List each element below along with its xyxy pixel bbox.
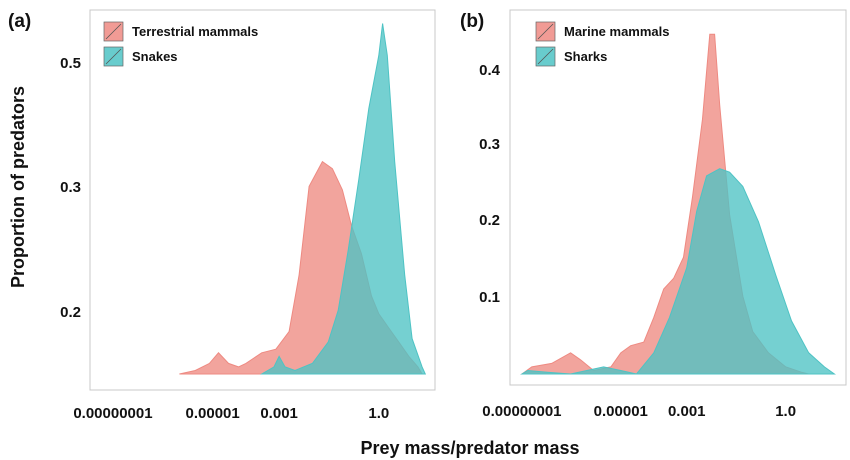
x-tick-label: 0.00000001: [482, 403, 561, 420]
y-tick-labels: 0.4 0.3 0.2 0.1: [479, 62, 501, 306]
legend: Terrestrial mammals Snakes: [103, 21, 258, 67]
panel-b: (b) 0.4 0.3 0.2 0.1 0.00000001 0.00001 0.001 1…: [460, 9, 847, 420]
legend-label: Terrestrial mammals: [132, 24, 258, 39]
y-tick-labels: 0.5 0.3 0.2: [60, 55, 81, 321]
x-tick-labels: 0.00000001 0.00001 0.001 1.0: [73, 405, 389, 422]
y-tick-label: 0.2: [479, 212, 500, 229]
y-tick-label: 0.3: [479, 136, 500, 153]
x-tick-labels: 0.00000001 0.00001 0.001 1.0: [482, 403, 796, 420]
y-tick-label: 0.2: [60, 304, 81, 321]
x-tick-label: 0.00001: [186, 405, 240, 422]
legend-swatch-line: [537, 48, 554, 65]
plot-frame: [509, 9, 847, 386]
legend-label: Marine mammals: [564, 24, 670, 39]
legend-label: Sharks: [564, 49, 607, 64]
panel-label: (a): [8, 11, 31, 32]
area-layer: [520, 33, 836, 375]
x-tick-label: 0.001: [668, 403, 706, 420]
y-tick-label: 0.1: [479, 289, 500, 306]
y-tick-label: 0.5: [60, 55, 81, 72]
panel-label: (b): [460, 11, 484, 32]
legend-swatch-line: [105, 23, 122, 40]
y-axis-title: Proportion of predators: [8, 86, 28, 288]
x-tick-label: 0.00001: [594, 403, 648, 420]
legend-label: Snakes: [132, 49, 178, 64]
plot-frame: [89, 9, 436, 391]
legend: Marine mammals Sharks: [535, 21, 670, 67]
y-tick-label: 0.4: [479, 62, 501, 79]
x-tick-label: 0.00000001: [73, 405, 152, 422]
legend-swatch-line: [105, 48, 122, 65]
legend-swatch-line: [537, 23, 554, 40]
x-axis-title: Prey mass/predator mass: [360, 438, 579, 458]
x-tick-label: 1.0: [775, 403, 796, 420]
x-tick-label: 0.001: [260, 405, 298, 422]
area-layer: [179, 23, 427, 375]
x-tick-label: 1.0: [368, 405, 389, 422]
y-tick-label: 0.3: [60, 179, 81, 196]
panel-a: (a) 0.50.30.2 0.00000001 0.00001 0.001 1.0 …: [8, 9, 436, 422]
density-area-teal: [520, 168, 836, 375]
density-area-teal: [259, 23, 427, 375]
